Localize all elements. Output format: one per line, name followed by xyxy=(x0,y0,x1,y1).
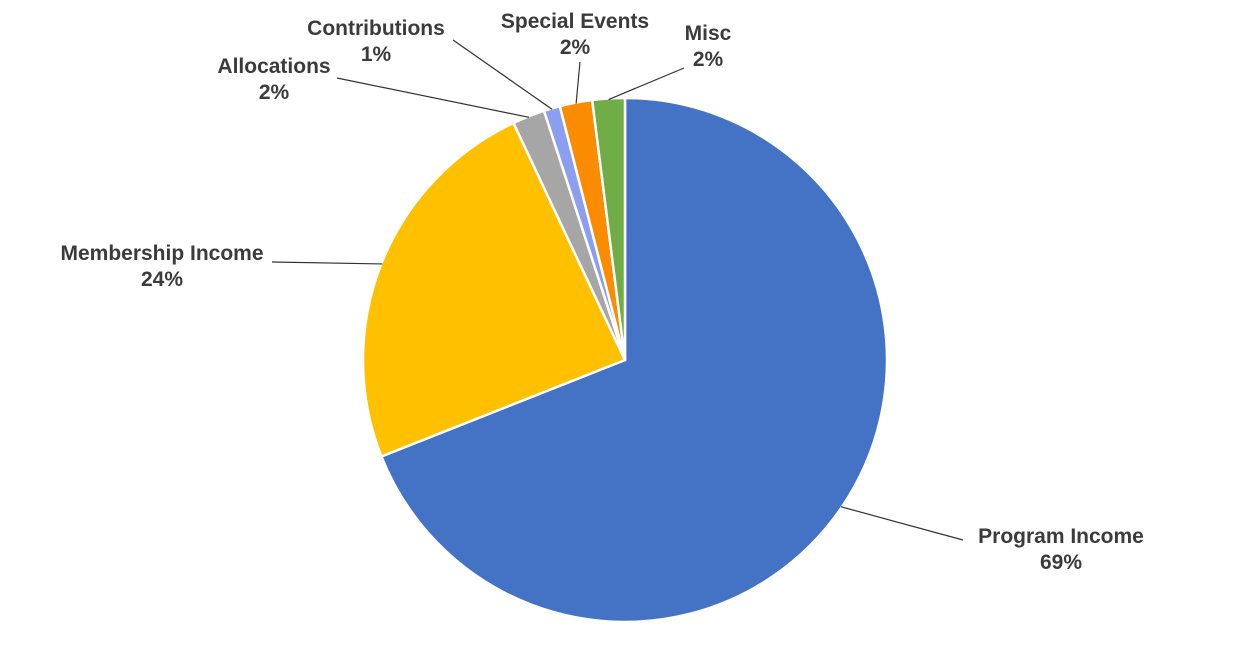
pie-label-text: Misc xyxy=(684,22,732,45)
leader-line-program-income xyxy=(840,506,964,541)
pie-slice-misc[interactable] xyxy=(590,96,627,362)
pie-label-percent: 24% xyxy=(140,268,184,291)
pie-label-percent: 69% xyxy=(1039,551,1083,574)
leader-line-contributions xyxy=(452,39,553,110)
pie-label-text: Contributions xyxy=(307,17,445,40)
pie-label-percent: 2% xyxy=(692,48,724,71)
leader-line-special-events xyxy=(575,61,581,104)
leader-line-membership-income xyxy=(271,261,383,265)
pie-label-percent: 2% xyxy=(258,81,290,104)
pie-label-program-income: Program Income 69% xyxy=(978,524,1144,576)
pie-label-contributions: Contributions 1% xyxy=(307,16,445,68)
pie-label-percent: 1% xyxy=(360,43,392,66)
pie-label-special-events: Special Events 2% xyxy=(501,9,649,61)
pie-label-percent: 2% xyxy=(559,36,591,59)
pie-label-text: Membership Income xyxy=(60,242,264,265)
leader-line-misc xyxy=(608,67,685,101)
pie-label-text: Special Events xyxy=(500,10,650,33)
leader-line-allocations xyxy=(336,77,530,118)
pie-label-text: Program Income xyxy=(978,525,1144,548)
pie-label-allocations: Allocations 2% xyxy=(217,54,330,106)
pie-label-membership-income: Membership Income 24% xyxy=(60,241,263,293)
pie-label-text: Allocations xyxy=(217,55,331,78)
pie-label-misc: Misc 2% xyxy=(685,21,732,73)
